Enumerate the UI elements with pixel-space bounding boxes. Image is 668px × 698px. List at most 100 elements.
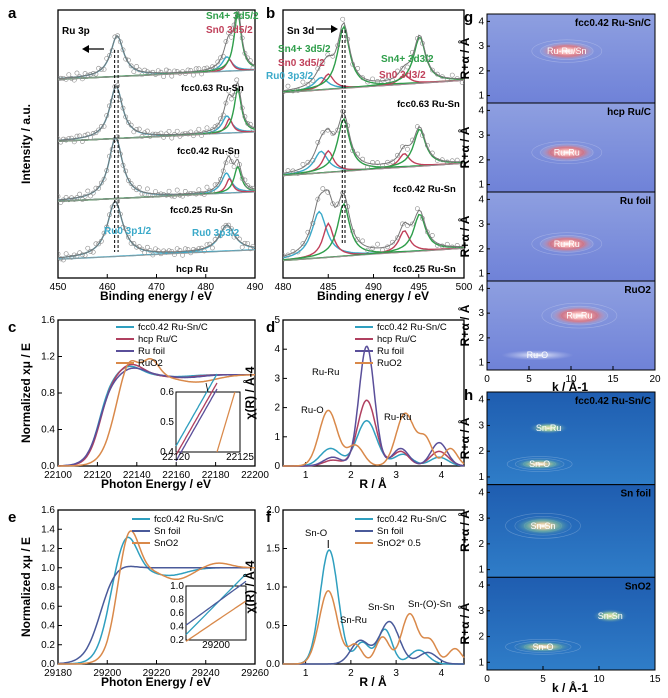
a-curves-raw-point bbox=[174, 128, 180, 134]
b-curves-raw-point bbox=[390, 239, 395, 245]
a-curves-raw-point bbox=[196, 187, 202, 193]
b-curves-raw-point bbox=[434, 71, 440, 77]
a-curves-envelope bbox=[58, 10, 255, 79]
b-title: Sn 3d bbox=[287, 26, 314, 37]
d-plot-xtick-label: 1 bbox=[303, 470, 309, 481]
c-plot-ytick-label: 0.8 bbox=[41, 388, 55, 399]
a-curves-raw-point bbox=[161, 134, 167, 140]
a-curves-raw-point bbox=[126, 177, 131, 183]
c-legend-entry: fcc0.42 Ru-Sn/C bbox=[138, 322, 208, 333]
b-curves-envelope bbox=[283, 112, 464, 174]
a-ylabel: Intensity / a.u. bbox=[19, 104, 33, 184]
f-ann-sn-o-sn: Sn-(O)-Sn bbox=[408, 599, 451, 610]
a-curves-raw-point bbox=[98, 180, 104, 186]
panel-label-f: f bbox=[266, 509, 272, 526]
h-maps-xtick-label: 5 bbox=[540, 674, 546, 685]
b-curves-raw-point bbox=[405, 146, 410, 152]
a-curves-raw-point bbox=[204, 65, 210, 71]
a-curves-raw-point bbox=[161, 248, 167, 254]
a-curves-raw-point bbox=[204, 184, 210, 190]
b-curves-raw-point bbox=[395, 152, 400, 158]
a-curves-raw-point bbox=[74, 70, 80, 76]
c-inset-pointer bbox=[205, 382, 209, 393]
b-xtick-label: 495 bbox=[410, 282, 427, 293]
e-plot-ytick-label: 1.4 bbox=[41, 524, 55, 535]
a-curves-raw-point bbox=[58, 200, 64, 205]
a-curves-envelope bbox=[58, 200, 255, 259]
a-xtick-label: 490 bbox=[247, 282, 264, 293]
h-maps-ylabel: R+α / Å bbox=[457, 602, 472, 644]
h-maps-hotspot bbox=[513, 458, 566, 471]
g-maps-xtick-label: 15 bbox=[607, 374, 619, 385]
panel-label-c: c bbox=[8, 319, 16, 336]
a-curves-raw-point bbox=[215, 122, 221, 128]
h-maps-ytick-label: 4 bbox=[478, 395, 484, 406]
a-sample-1: fcc0.42 Ru-Sn bbox=[177, 146, 240, 157]
e-inset-ytick-label: 0.4 bbox=[170, 622, 184, 633]
e-plot-ytick-label: 1.0 bbox=[41, 563, 55, 574]
a-curves-raw-point bbox=[77, 191, 83, 197]
c-inset-ytick-label: 0.5 bbox=[160, 417, 174, 428]
h-maps-hotspot-2 bbox=[592, 608, 629, 623]
a-curves-raw-point bbox=[139, 134, 145, 139]
c-inset-ytick-label: 0.6 bbox=[160, 387, 174, 398]
h-maps-ytick-label: 1 bbox=[478, 472, 484, 483]
e-ylabel: Normalized xμ / E bbox=[19, 537, 33, 637]
b-curves-raw-point bbox=[444, 241, 450, 247]
a-curves-raw-point bbox=[101, 67, 107, 72]
a-curves-raw-point bbox=[234, 153, 240, 159]
b-sample-1: fcc0.42 Ru-Sn bbox=[393, 184, 456, 195]
b-xtick-label: 480 bbox=[275, 282, 292, 293]
a-curves-raw-point bbox=[82, 132, 88, 138]
h-maps-panel-title: SnO2 bbox=[625, 581, 652, 592]
a-curves-baseline bbox=[58, 69, 255, 80]
f-legend-entry: SnO2* 0.5 bbox=[377, 538, 421, 549]
a-curves-raw-point bbox=[128, 122, 134, 128]
f-plot-xtick-label: 3 bbox=[393, 668, 399, 679]
b-curves-raw-point bbox=[429, 232, 435, 238]
g-maps-xtick-label: 5 bbox=[526, 374, 532, 385]
g-maps-ylabel: R+α / Å bbox=[457, 37, 472, 79]
g-maps-ytick-label: 4 bbox=[478, 194, 484, 205]
a-xlabel: Binding energy / eV bbox=[100, 289, 212, 303]
a-curves-raw-point bbox=[199, 191, 204, 196]
e-plot-xtick-label: 29180 bbox=[44, 668, 72, 679]
a-arrow-head bbox=[82, 45, 89, 53]
a-curves-raw-point bbox=[239, 244, 245, 250]
f-ann-sn-sn: Sn-Sn bbox=[368, 602, 394, 613]
panel-e: e 29180 29200 29220 29240 29260 0.0 0.2 0.4 0.6 0… bbox=[8, 505, 269, 689]
e-plot: 29180 29200 29220 29240 29260 0.0 0.2 0.4 0.6 0.8… bbox=[41, 505, 269, 679]
d-plot-ytick-label: 1 bbox=[274, 432, 280, 443]
h-maps-hotspot bbox=[513, 640, 573, 653]
d-plot-series-3 bbox=[283, 409, 465, 467]
g-maps-hotspot bbox=[538, 42, 595, 61]
a-curves-raw-point bbox=[163, 192, 169, 198]
g-maps-ylabel: R+α / Å bbox=[457, 215, 472, 257]
b-curves-raw-point bbox=[419, 132, 425, 138]
a-curves-raw-point bbox=[235, 5, 239, 9]
f-plot-xtick-label: 4 bbox=[439, 668, 445, 679]
b-curves-raw-point bbox=[300, 161, 306, 167]
a-curves-raw-point bbox=[131, 69, 137, 75]
g-maps-feature-label: Ru-Ru/Sn bbox=[547, 46, 587, 56]
h-maps-contour bbox=[505, 639, 581, 655]
c-inset-series-0 bbox=[175, 373, 218, 447]
g-maps-ytick-label: 2 bbox=[478, 333, 484, 344]
e-plot-ytick-label: 0.6 bbox=[41, 601, 55, 612]
g-maps-hotspot bbox=[538, 234, 595, 253]
g-maps-panel-title: Ru foil bbox=[620, 196, 651, 207]
a-curves-raw-point bbox=[131, 129, 137, 135]
a-curves-baseline bbox=[58, 131, 255, 142]
e-inset-xtick-label: 29200 bbox=[202, 640, 230, 651]
c-inset-series-2 bbox=[175, 388, 218, 462]
panel-label-e: e bbox=[8, 509, 16, 526]
h-maps-ytick-label: 2 bbox=[478, 632, 484, 643]
b-curves-raw-point bbox=[360, 238, 366, 244]
a-curves-raw-point bbox=[115, 33, 120, 39]
a-curves-raw-point bbox=[163, 67, 169, 73]
d-plot-ytick-label: 3 bbox=[274, 373, 280, 384]
g-maps-feature-label: Ru-Ru bbox=[554, 239, 580, 249]
d-ann-ru-ru-2: Ru-Ru bbox=[384, 412, 411, 423]
a-curves-raw-point bbox=[85, 245, 91, 251]
